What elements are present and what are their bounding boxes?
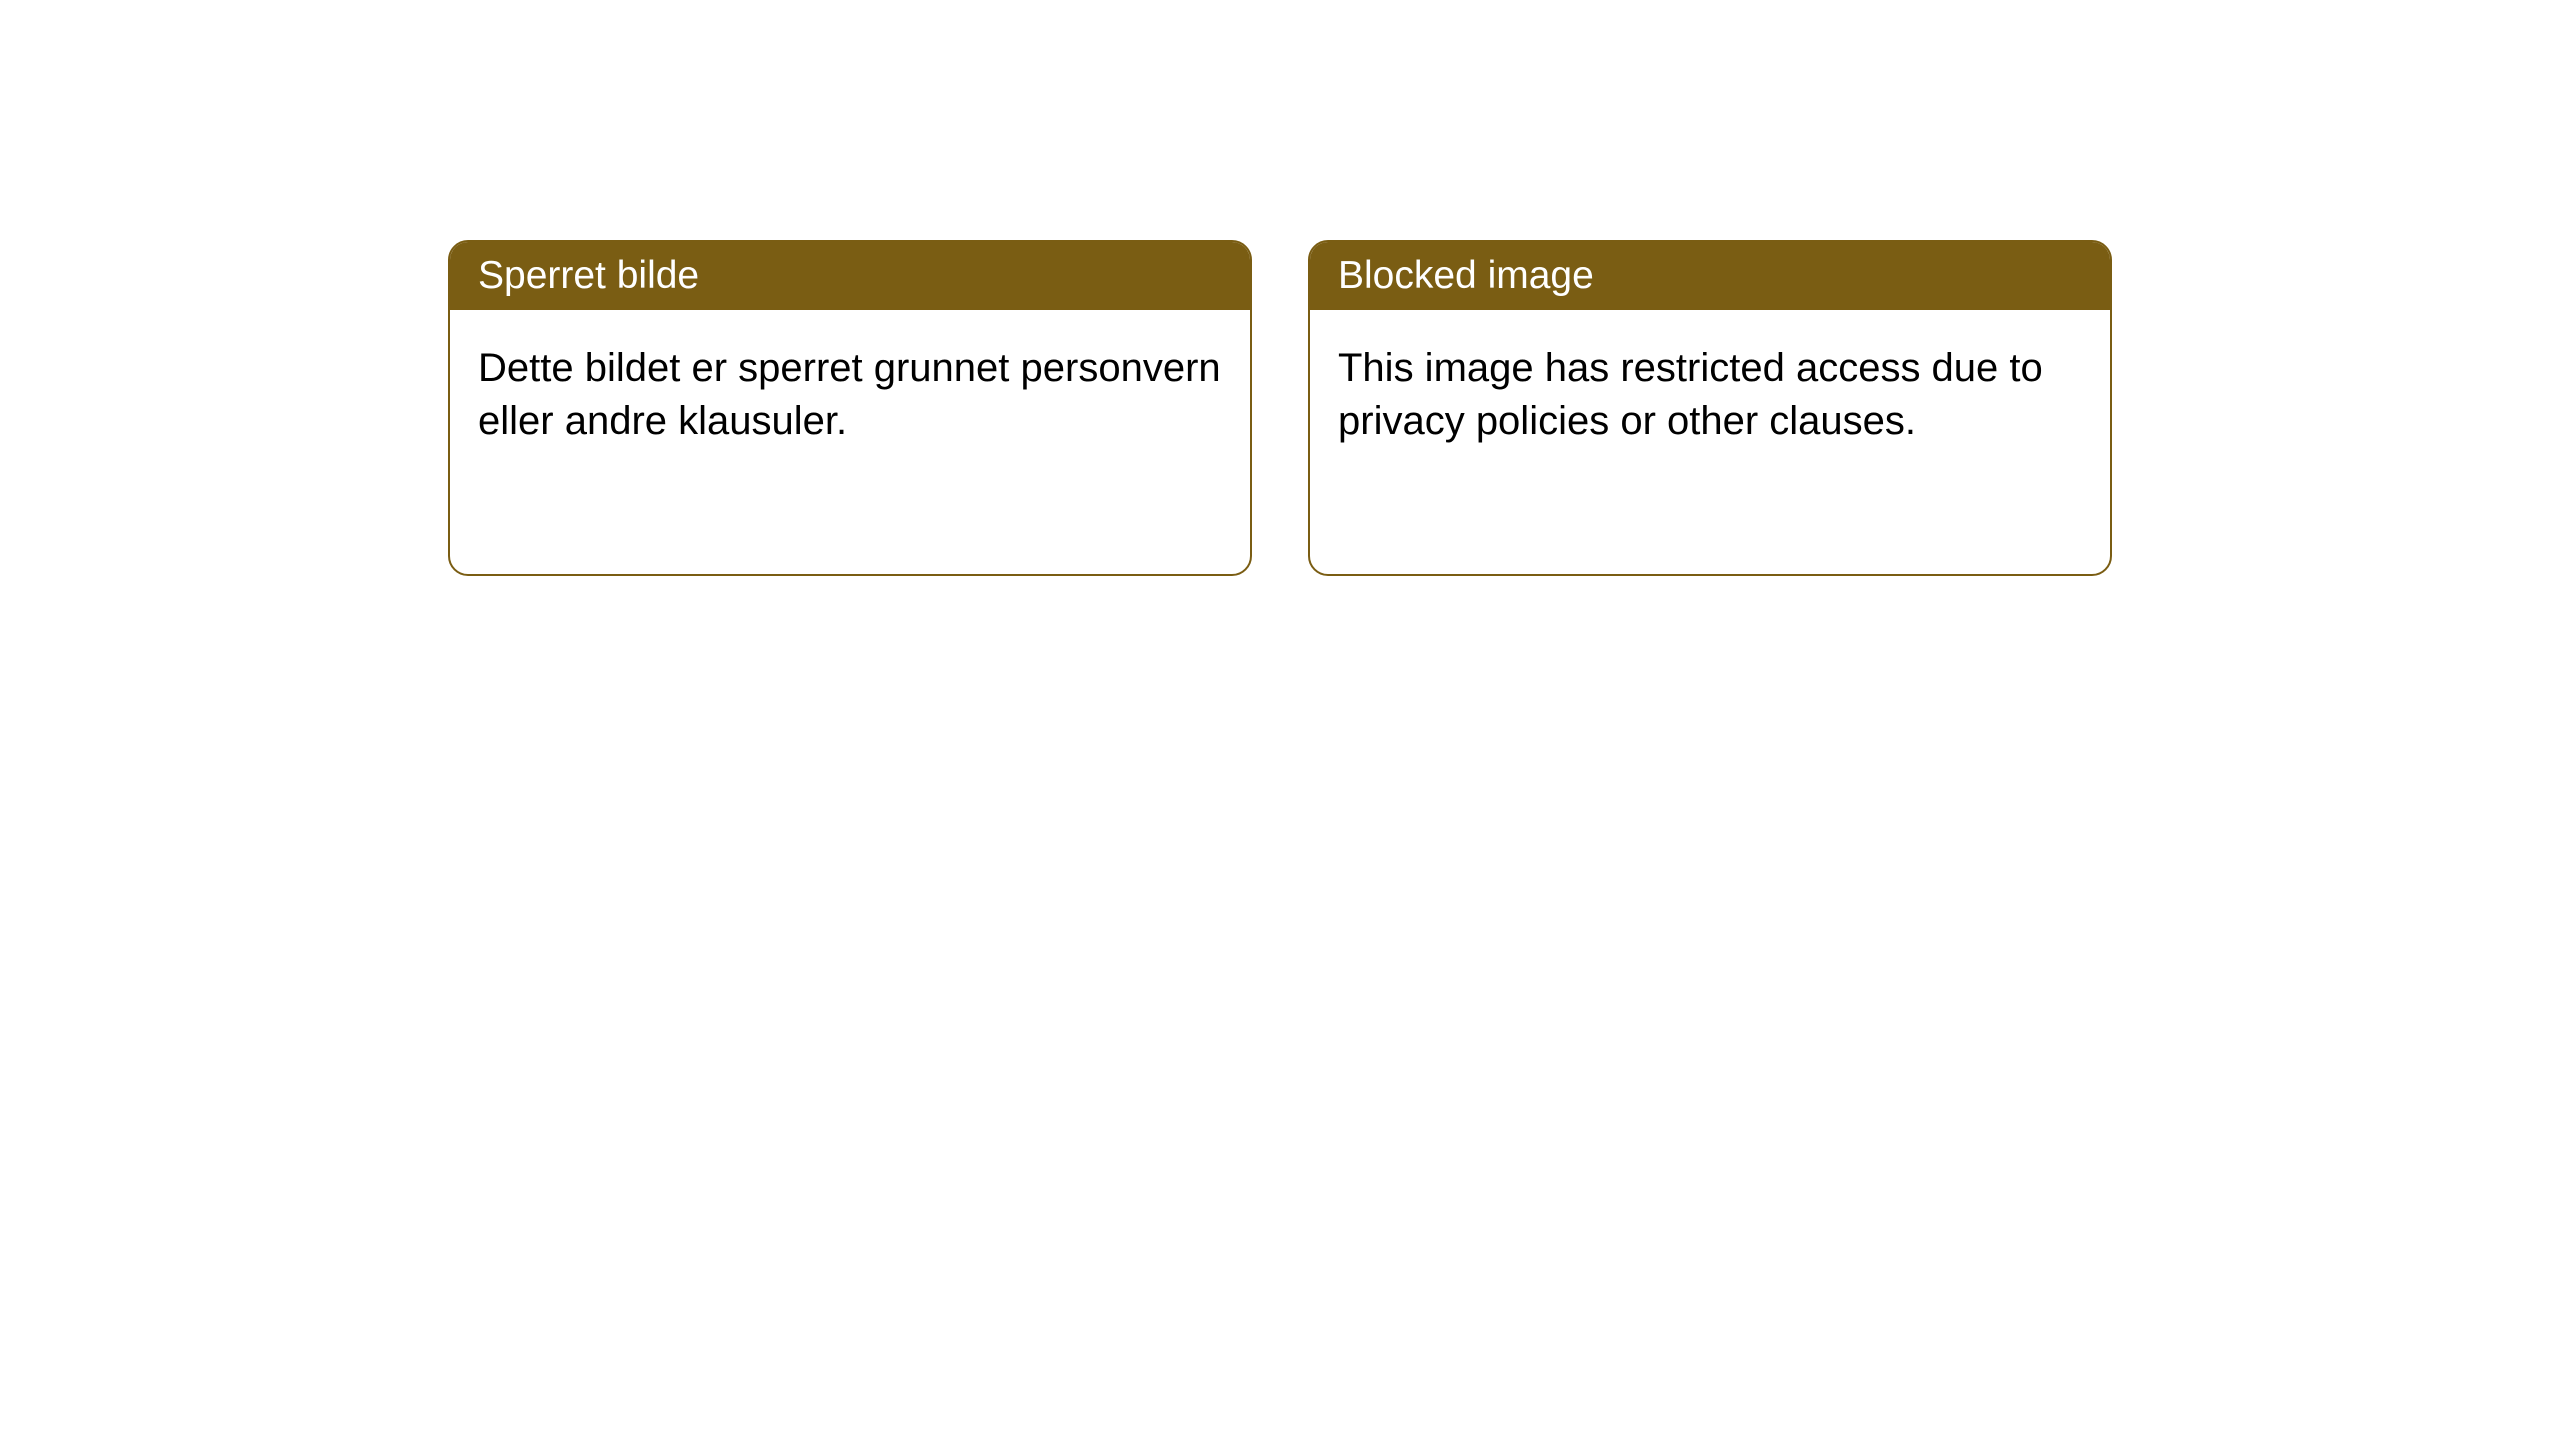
notice-title-norwegian: Sperret bilde (478, 254, 699, 297)
notice-header-english: Blocked image (1310, 242, 2110, 310)
notice-body-norwegian: Dette bildet er sperret grunnet personve… (450, 310, 1250, 480)
notice-body-english: This image has restricted access due to … (1310, 310, 2110, 480)
notice-card-english: Blocked image This image has restricted … (1308, 240, 2112, 576)
notice-text-english: This image has restricted access due to … (1338, 346, 2043, 443)
notice-text-norwegian: Dette bildet er sperret grunnet personve… (478, 346, 1221, 443)
notice-card-norwegian: Sperret bilde Dette bildet er sperret gr… (448, 240, 1252, 576)
notice-header-norwegian: Sperret bilde (450, 242, 1250, 310)
notice-container: Sperret bilde Dette bildet er sperret gr… (0, 0, 2560, 576)
notice-title-english: Blocked image (1338, 254, 1594, 297)
